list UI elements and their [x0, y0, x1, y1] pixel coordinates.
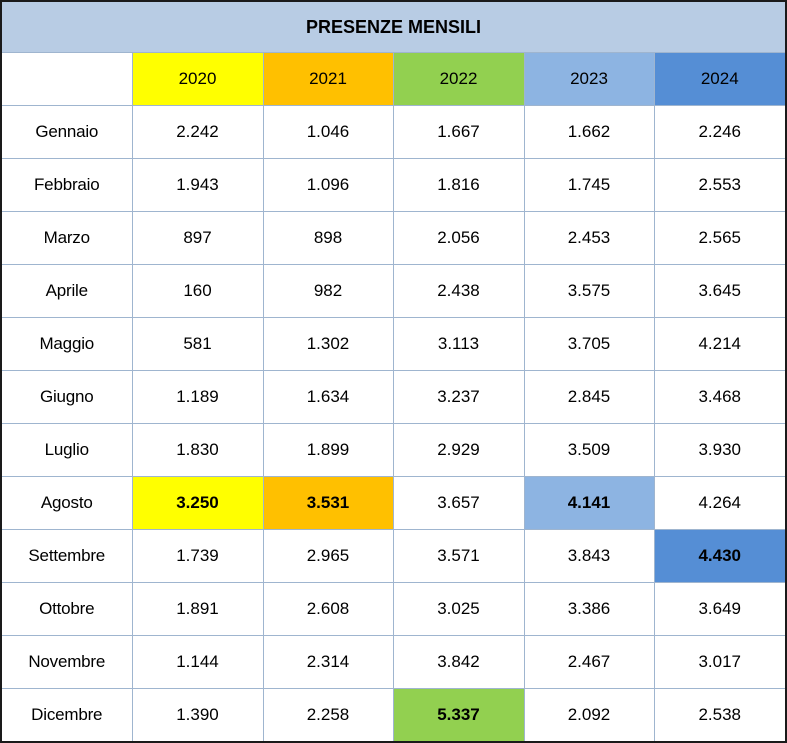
month-label: Agosto: [2, 476, 133, 530]
value-cell: 4.214: [653, 317, 785, 371]
table-row: Aprile 160 982 2.438 3.575 3.645: [2, 264, 785, 318]
value-cell: 3.842: [392, 635, 525, 689]
value-cell: 1.189: [131, 370, 264, 424]
value-cell: 1.899: [262, 423, 394, 477]
value-cell: 2.845: [523, 370, 655, 424]
table-row: Novembre 1.144 2.314 3.842 2.467 3.017: [2, 635, 785, 689]
year-header-2021: 2021: [262, 52, 394, 106]
value-cell-highlighted: 5.337: [392, 688, 525, 741]
value-cell: 3.843: [523, 529, 655, 583]
value-cell: 2.565: [653, 211, 785, 265]
month-label: Ottobre: [2, 582, 133, 636]
value-cell: 1.390: [131, 688, 264, 741]
value-cell: 3.113: [392, 317, 525, 371]
value-cell: 1.144: [131, 635, 264, 689]
value-cell: 1.830: [131, 423, 264, 477]
table-row: Giugno 1.189 1.634 3.237 2.845 3.468: [2, 370, 785, 424]
value-cell: 1.739: [131, 529, 264, 583]
value-cell: 2.438: [392, 264, 525, 318]
year-header-row: 2020 2021 2022 2023 2024: [2, 52, 785, 106]
value-cell: 2.242: [131, 105, 264, 159]
year-header-2024: 2024: [653, 52, 785, 106]
value-cell: 3.930: [653, 423, 785, 477]
month-label: Settembre: [2, 529, 133, 583]
value-cell: 3.386: [523, 582, 655, 636]
month-label: Gennaio: [2, 105, 133, 159]
value-cell: 160: [131, 264, 264, 318]
value-cell: 3.571: [392, 529, 525, 583]
table-row: Marzo 897 898 2.056 2.453 2.565: [2, 211, 785, 265]
value-cell: 982: [262, 264, 394, 318]
value-cell: 2.553: [653, 158, 785, 212]
value-cell-highlighted: 3.531: [262, 476, 394, 530]
table-row: Dicembre 1.390 2.258 5.337 2.092 2.538: [2, 688, 785, 741]
value-cell: 3.237: [392, 370, 525, 424]
year-header-2022: 2022: [392, 52, 525, 106]
value-cell: 3.645: [653, 264, 785, 318]
table-row: Agosto 3.250 3.531 3.657 4.141 4.264: [2, 476, 785, 530]
month-label: Aprile: [2, 264, 133, 318]
title-row: PRESENZE MENSILI: [2, 2, 785, 53]
value-cell: 3.575: [523, 264, 655, 318]
value-cell: 1.745: [523, 158, 655, 212]
value-cell-highlighted: 4.430: [653, 529, 785, 583]
value-cell: 2.538: [653, 688, 785, 741]
value-cell: 1.943: [131, 158, 264, 212]
value-cell: 2.453: [523, 211, 655, 265]
value-cell: 1.667: [392, 105, 525, 159]
value-cell: 3.017: [653, 635, 785, 689]
value-cell: 2.258: [262, 688, 394, 741]
value-cell: 2.965: [262, 529, 394, 583]
value-cell: 4.264: [653, 476, 785, 530]
value-cell: 2.056: [392, 211, 525, 265]
month-label: Luglio: [2, 423, 133, 477]
month-label: Maggio: [2, 317, 133, 371]
value-cell: 3.657: [392, 476, 525, 530]
value-cell: 2.467: [523, 635, 655, 689]
value-cell: 2.246: [653, 105, 785, 159]
table-row: Settembre 1.739 2.965 3.571 3.843 4.430: [2, 529, 785, 583]
table-row: Luglio 1.830 1.899 2.929 3.509 3.930: [2, 423, 785, 477]
value-cell: 3.025: [392, 582, 525, 636]
value-cell: 1.046: [262, 105, 394, 159]
month-label: Febbraio: [2, 158, 133, 212]
value-cell: 3.468: [653, 370, 785, 424]
value-cell-highlighted: 3.250: [131, 476, 264, 530]
value-cell: 1.302: [262, 317, 394, 371]
value-cell: 3.705: [523, 317, 655, 371]
month-label: Marzo: [2, 211, 133, 265]
value-cell: 2.314: [262, 635, 394, 689]
value-cell: 1.662: [523, 105, 655, 159]
value-cell: 3.649: [653, 582, 785, 636]
value-cell: 2.092: [523, 688, 655, 741]
table-row: Maggio 581 1.302 3.113 3.705 4.214: [2, 317, 785, 371]
value-cell: 2.608: [262, 582, 394, 636]
table-row: Febbraio 1.943 1.096 1.816 1.745 2.553: [2, 158, 785, 212]
value-cell: 581: [131, 317, 264, 371]
table-title: PRESENZE MENSILI: [2, 2, 785, 53]
value-cell: 1.634: [262, 370, 394, 424]
value-cell-highlighted: 4.141: [523, 476, 655, 530]
corner-cell: [2, 52, 133, 106]
table-row: Gennaio 2.242 1.046 1.667 1.662 2.246: [2, 105, 785, 159]
month-label: Dicembre: [2, 688, 133, 741]
table-row: Ottobre 1.891 2.608 3.025 3.386 3.649: [2, 582, 785, 636]
month-label: Novembre: [2, 635, 133, 689]
value-cell: 3.509: [523, 423, 655, 477]
value-cell: 1.816: [392, 158, 525, 212]
value-cell: 898: [262, 211, 394, 265]
year-header-2020: 2020: [131, 52, 264, 106]
month-label: Giugno: [2, 370, 133, 424]
value-cell: 897: [131, 211, 264, 265]
value-cell: 1.096: [262, 158, 394, 212]
value-cell: 1.891: [131, 582, 264, 636]
year-header-2023: 2023: [523, 52, 655, 106]
value-cell: 2.929: [392, 423, 525, 477]
